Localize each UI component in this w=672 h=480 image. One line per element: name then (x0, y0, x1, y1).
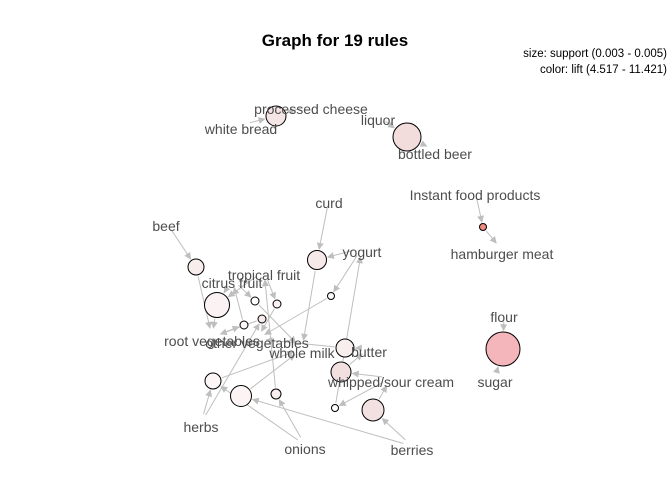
edge-yogurt-to-r6 (326, 249, 354, 259)
item-label-white-bread: white bread (204, 121, 277, 137)
rule-node-r5 (187, 258, 205, 276)
rule-node-r16 (330, 361, 352, 383)
legend-color: color: lift (4.517 - 11.421) (540, 64, 667, 76)
item-label-root-vegetables: root vegetables (164, 333, 260, 349)
rule-node-r2 (392, 122, 422, 152)
rule-node-r17 (230, 385, 252, 407)
edge-herbs-to-r12 (205, 323, 260, 416)
item-label-whole-milk: whole milk (268, 345, 335, 361)
rule-node-r7 (204, 292, 230, 318)
edge-r16-to-butter (349, 353, 363, 365)
item-labels-layer: processed cheese white bread liquor bottled… (152, 101, 553, 458)
edge-whipped_sour_cream-to-r18 (338, 381, 384, 407)
item-label-sugar: sugar (477, 374, 512, 390)
rule-node-r15 (335, 338, 355, 358)
edge-r8-to-whole_milk (258, 304, 297, 344)
edge-r3-to-hamburger_meat (485, 230, 497, 244)
edge-r11-to-citrus_fruit (232, 287, 244, 320)
item-label-whipped-sour-cream: whipped/sour cream (327, 374, 454, 390)
edge-r19-to-whipped_sour_cream (378, 385, 388, 400)
edge-liquor-to-r2 (385, 120, 395, 129)
rule-nodes-layer (187, 105, 521, 422)
edge-r7-to-root_vegetables (210, 318, 218, 329)
edge-instant_food-to-r3 (476, 199, 484, 223)
rule-node-r4 (485, 331, 521, 367)
edge-r17-to-whole_milk (250, 354, 296, 390)
rule-node-r1 (265, 105, 287, 127)
legend-size: size: support (0.003 - 0.005) (523, 48, 667, 60)
item-label-other-vegetables: other vegetables (205, 335, 309, 351)
rule-node-r12 (257, 314, 267, 324)
item-label-instant-food: Instant food products (410, 187, 541, 203)
edge-white_bread-to-r1 (249, 117, 266, 124)
edge-processed_cheese-to-r1 (286, 107, 303, 115)
item-label-citrus-fruit: citrus fruit (202, 275, 263, 291)
rule-node-r8 (250, 296, 260, 306)
edge-herbs-to-r13 (203, 389, 213, 415)
graph-title: Graph for 19 rules (262, 31, 408, 50)
item-label-tropical-fruit: tropical fruit (228, 267, 300, 283)
edge-berries-to-r19 (381, 418, 406, 441)
item-label-beef: beef (152, 218, 179, 234)
edge-onions-to-r14 (278, 399, 302, 438)
edge-r9-to-other_vegetables (261, 308, 275, 332)
item-label-berries: berries (391, 442, 434, 458)
edge-r2-to-bottled_beer (419, 140, 428, 147)
edge-beef-to-r5 (170, 229, 192, 260)
item-label-curd: curd (315, 195, 342, 211)
edges-layer (170, 107, 508, 444)
rule-node-r13 (204, 372, 222, 390)
rule-node-r19 (361, 398, 385, 422)
edge-r14-to-tropical_fruit (262, 279, 276, 388)
edge-curd-to-r6 (316, 207, 328, 250)
item-label-bottled-beer: bottled beer (398, 146, 472, 162)
rule-node-r11 (239, 320, 249, 330)
edge-sugar-to-r4 (493, 366, 500, 374)
edge-r10-to-other_vegetables (264, 298, 327, 335)
edge-r13-to-whole_milk (221, 350, 295, 379)
edge-yogurt-to-r10 (333, 255, 358, 293)
rule-node-r10 (327, 292, 335, 300)
rule-node-r14 (270, 388, 282, 400)
rule-node-r18 (331, 404, 339, 412)
item-label-flour: flour (490, 309, 518, 325)
edge-citrus_fruit-to-r7 (223, 285, 231, 294)
edge-r15-to-other_vegetables (265, 337, 335, 348)
item-label-hamburger-meat: hamburger meat (451, 246, 554, 262)
item-label-processed-cheese: processed cheese (254, 101, 368, 117)
item-label-onions: onions (284, 441, 325, 457)
edge-whipped_sour_cream-to-r16 (351, 370, 383, 378)
item-label-liquor: liquor (361, 112, 396, 128)
rule-node-r9 (272, 299, 282, 309)
rule-node-r6 (307, 250, 327, 270)
item-label-butter: butter (351, 344, 387, 360)
item-label-herbs: herbs (183, 419, 218, 435)
edge-r5-to-root_vegetables (197, 276, 213, 329)
item-label-yogurt: yogurt (343, 244, 382, 260)
edge-r6-to-whole_milk (301, 270, 316, 341)
rule-node-r3 (479, 223, 487, 231)
edge-citrus_fruit-to-r8 (238, 284, 252, 298)
edge-r12-to-root_vegetables (219, 320, 257, 336)
edge-berries-to-r17 (251, 397, 404, 444)
